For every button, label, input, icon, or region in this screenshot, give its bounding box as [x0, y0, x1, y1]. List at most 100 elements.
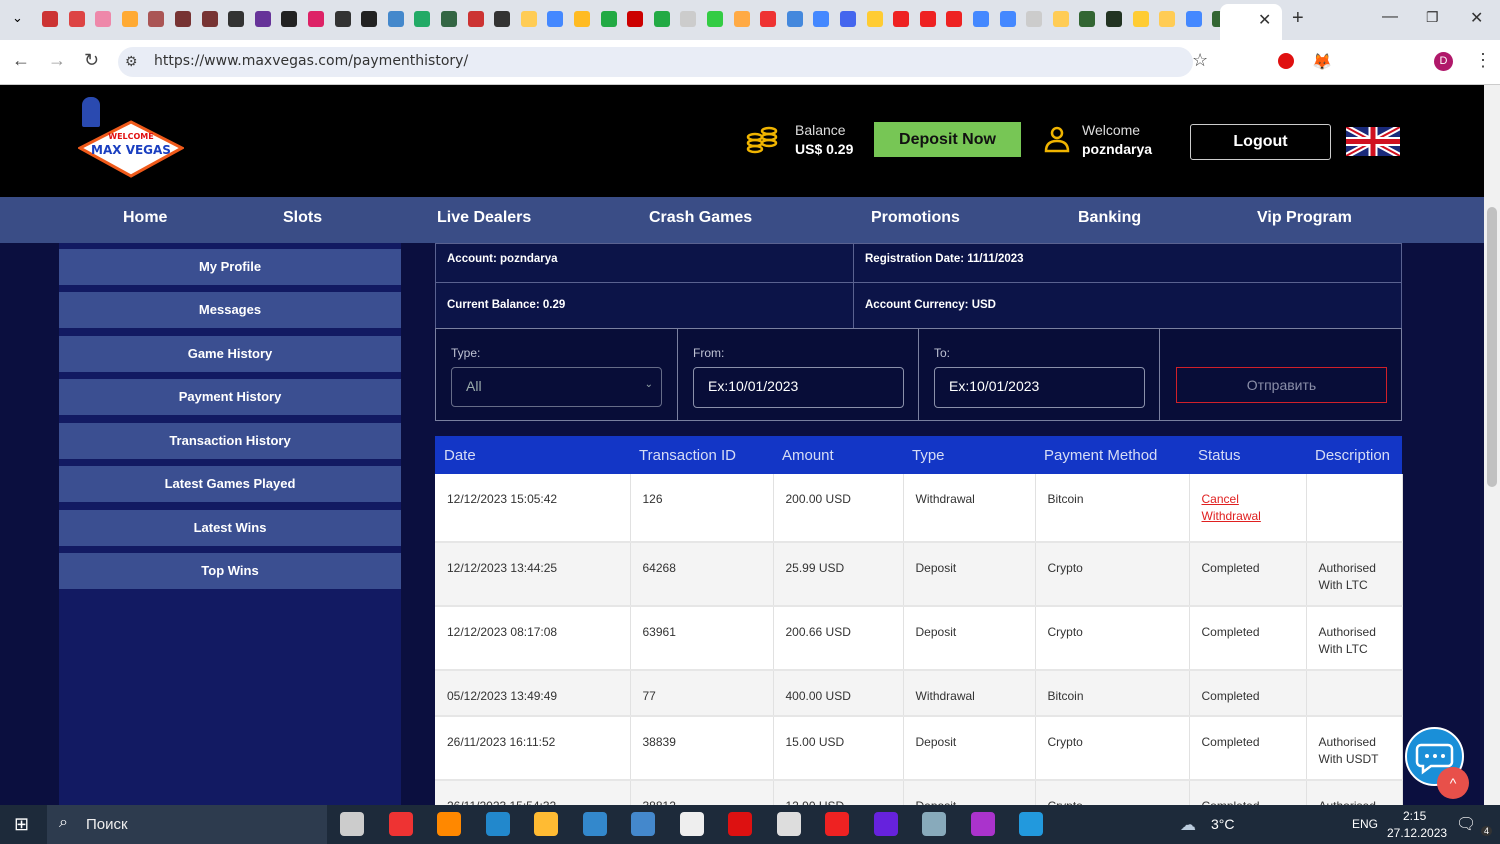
sidebar-top-wins[interactable]: Top Wins	[59, 553, 401, 589]
opera-extension-icon[interactable]	[1278, 53, 1294, 69]
submit-button[interactable]: Отправить	[1176, 367, 1387, 403]
windows-start-icon[interactable]: ⊞	[14, 814, 30, 834]
tab-favicon[interactable]	[973, 11, 989, 27]
nav-crash-games[interactable]: Crash Games	[649, 209, 753, 226]
tab-favicon[interactable]	[1079, 11, 1096, 27]
col-description[interactable]: Description	[1306, 436, 1402, 474]
input-language[interactable]: ENG	[1352, 817, 1379, 831]
sidebar-messages[interactable]: Messages	[59, 292, 401, 328]
tab-favicon[interactable]	[175, 11, 191, 27]
tab-favicon[interactable]	[1185, 11, 1202, 27]
notifications-icon[interactable]: 🗨	[1456, 816, 1477, 833]
nav-banking[interactable]: Banking	[1078, 209, 1142, 226]
sidebar-latest-games-played[interactable]: Latest Games Played	[59, 466, 401, 502]
tab-favicon[interactable]	[254, 11, 271, 27]
tab-favicon[interactable]	[733, 11, 750, 27]
opera-icon[interactable]	[728, 812, 752, 836]
tab-favicon[interactable]	[707, 11, 723, 27]
tab-favicon[interactable]	[893, 11, 910, 27]
tab-favicon[interactable]	[520, 11, 537, 27]
profile-avatar[interactable]: D	[1434, 52, 1453, 71]
edge-icon[interactable]	[485, 812, 510, 836]
tab-search-icon[interactable]: ⌄	[12, 10, 23, 25]
nav-vip-program[interactable]: Vip Program	[1257, 209, 1352, 226]
col-transaction-id[interactable]: Transaction ID	[630, 436, 773, 474]
tab-favicon[interactable]	[786, 11, 803, 27]
tab-favicon[interactable]	[201, 11, 218, 27]
task-view-icon[interactable]	[340, 812, 364, 836]
col-payment-method[interactable]: Payment Method	[1035, 436, 1189, 474]
url-text[interactable]: https://www.maxvegas.com/paymenthistory/	[154, 53, 469, 69]
tab-favicon[interactable]	[387, 11, 404, 27]
tab-favicon[interactable]	[919, 11, 936, 27]
yandex-icon[interactable]	[825, 812, 849, 836]
yandex-browser-icon[interactable]	[776, 812, 801, 836]
clock-date[interactable]: 27.12.2023	[1387, 826, 1448, 840]
sidebar-payment-history[interactable]: Payment History	[59, 379, 401, 415]
col-status[interactable]: Status	[1189, 436, 1306, 474]
notepad-icon[interactable]	[679, 812, 704, 836]
metamask-icon[interactable]: 🦊	[1312, 54, 1332, 71]
tab-favicon[interactable]	[95, 11, 112, 27]
tab-favicon[interactable]	[813, 11, 830, 27]
tab-favicon[interactable]	[1159, 11, 1176, 27]
tab-favicon[interactable]	[68, 11, 85, 27]
to-date-input[interactable]: Ex:10/01/2023	[934, 367, 1145, 408]
tab-favicon[interactable]	[148, 11, 165, 27]
tab-favicon[interactable]	[600, 11, 617, 27]
tab-favicon[interactable]	[334, 11, 351, 27]
tab-favicon[interactable]	[680, 11, 697, 27]
deposit-now-button[interactable]: Deposit Now	[874, 122, 1021, 157]
tab-favicon[interactable]	[441, 11, 457, 27]
omnibox[interactable]: ⚙ https://www.maxvegas.com/paymenthistor…	[118, 47, 1193, 77]
tab-favicon[interactable]	[760, 11, 777, 27]
nav-promotions[interactable]: Promotions	[871, 209, 960, 226]
sidebar-latest-wins[interactable]: Latest Wins	[59, 510, 401, 546]
store-icon[interactable]	[631, 812, 655, 836]
sidebar-transaction-history[interactable]: Transaction History	[59, 423, 401, 459]
type-select[interactable]: All ⌄	[451, 367, 662, 407]
sidebar-my-profile[interactable]: My Profile	[59, 249, 401, 285]
tab-favicon[interactable]	[1026, 11, 1043, 27]
col-type[interactable]: Type	[903, 436, 1035, 474]
scrollbar-thumb[interactable]	[1487, 207, 1497, 487]
new-tab-button[interactable]: +	[1292, 7, 1304, 29]
tab-favicon[interactable]	[228, 11, 245, 27]
scroll-to-top-button[interactable]: ^	[1437, 767, 1469, 799]
page-scrollbar[interactable]	[1484, 85, 1500, 805]
app-icon[interactable]	[922, 812, 946, 836]
back-icon[interactable]: ←	[12, 50, 30, 70]
tab-favicon[interactable]	[840, 11, 856, 27]
tab-favicon[interactable]	[946, 11, 963, 27]
tab-favicon[interactable]	[42, 11, 58, 27]
close-tab-icon[interactable]: ✕	[1258, 12, 1272, 29]
uk-flag-icon[interactable]	[1346, 127, 1400, 156]
col-date[interactable]: Date	[435, 436, 630, 474]
nav-live-dealers[interactable]: Live Dealers	[437, 209, 532, 226]
sidebar-game-history[interactable]: Game History	[59, 336, 401, 372]
telegram-icon[interactable]	[1019, 812, 1043, 836]
menu-icon[interactable]: ⋮	[1474, 50, 1492, 70]
col-amount[interactable]: Amount	[773, 436, 903, 474]
tab-favicon[interactable]	[866, 11, 883, 27]
tab-favicon[interactable]	[361, 11, 378, 27]
tab-favicon[interactable]	[1132, 11, 1149, 27]
close-window-icon[interactable]: ✕	[1470, 10, 1484, 27]
tab-favicon[interactable]	[121, 11, 138, 27]
tab-favicon[interactable]	[653, 11, 670, 27]
cancel-withdrawal-link[interactable]: Cancel Withdrawal	[1201, 492, 1261, 523]
tab-favicon[interactable]	[999, 11, 1016, 27]
bookmark-star-icon[interactable]: ☆	[1192, 50, 1209, 70]
nav-slots[interactable]: Slots	[283, 209, 323, 226]
mail-icon[interactable]	[582, 812, 607, 836]
explorer-icon[interactable]	[534, 812, 558, 836]
tab-favicon[interactable]	[467, 11, 484, 27]
tab-favicon[interactable]	[414, 11, 431, 27]
tab-favicon[interactable]	[1052, 11, 1069, 27]
site-settings-icon[interactable]: ⚙	[125, 53, 138, 69]
tab-favicon[interactable]	[308, 11, 324, 27]
app-icon[interactable]	[873, 812, 898, 836]
minimize-icon[interactable]: —	[1382, 8, 1398, 25]
forward-icon[interactable]: →	[48, 50, 66, 70]
cell-status[interactable]: Cancel Withdrawal	[1189, 474, 1307, 543]
